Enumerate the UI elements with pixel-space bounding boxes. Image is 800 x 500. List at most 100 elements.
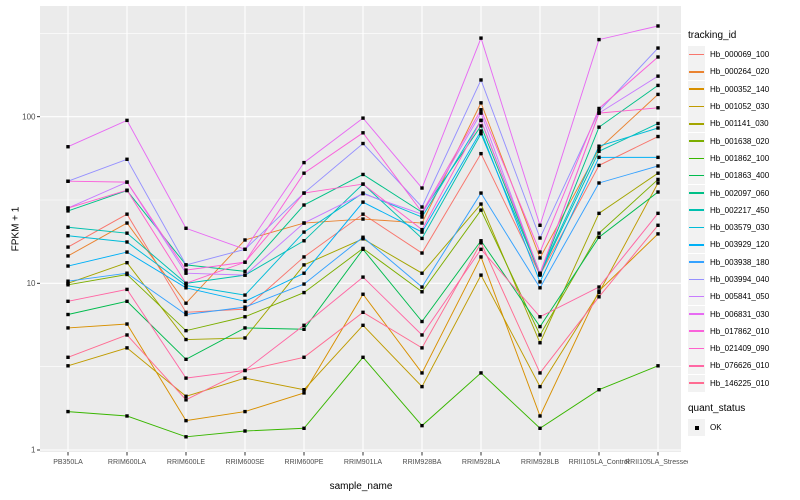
data-point: [656, 164, 660, 168]
legend-item: Hb_146225_010: [688, 374, 798, 392]
data-point: [125, 180, 129, 184]
legend-label: Hb_001052_030: [710, 102, 770, 112]
data-point: [479, 202, 483, 206]
black-square-point-icon: [694, 425, 699, 430]
x-tick-label: RRIM600PE: [285, 459, 324, 466]
data-point: [479, 273, 483, 277]
legend-line-swatch: [689, 382, 704, 384]
legend-line-swatch: [689, 244, 704, 246]
legend-label: OK: [710, 423, 722, 433]
data-point: [597, 37, 601, 42]
x-tick-label: RRIM600SE: [226, 459, 265, 466]
data-point: [538, 333, 542, 337]
data-point: [184, 418, 188, 423]
data-point: [302, 203, 306, 207]
data-point: [66, 409, 70, 414]
data-point: [420, 210, 424, 214]
legend-key-line-icon: [688, 322, 705, 340]
legend-line-swatch: [689, 209, 704, 211]
legend-key-line-icon: [688, 219, 705, 237]
data-point: [66, 264, 70, 268]
data-point: [184, 286, 188, 290]
legend-label: Hb_000352_140: [710, 84, 770, 94]
data-point: [597, 290, 601, 295]
legend-key-point-icon: [688, 419, 705, 437]
legend-key-line-icon: [688, 167, 705, 185]
data-point: [302, 255, 306, 259]
x-tick-label: PB350LA: [53, 459, 83, 466]
legend-line-swatch: [689, 261, 704, 263]
data-point: [125, 231, 129, 235]
legend-label: Hb_001863_400: [710, 171, 770, 181]
data-point: [184, 328, 188, 333]
data-point: [479, 78, 483, 82]
data-point: [656, 181, 660, 185]
data-point: [420, 346, 424, 350]
data-point: [597, 231, 601, 235]
legend-item: Hb_017862_010: [688, 322, 798, 340]
data-point: [302, 355, 306, 359]
legend-line-swatch: [689, 122, 704, 125]
data-point: [420, 221, 424, 225]
legend-line-swatch: [689, 278, 704, 281]
legend-item: Hb_001638_020: [688, 132, 798, 150]
data-point: [361, 292, 365, 296]
data-point: [656, 171, 660, 175]
data-point: [656, 46, 660, 50]
data-point: [656, 106, 660, 110]
x-tick-label: RRIM600LA: [108, 459, 146, 466]
legend-key-line-icon: [688, 305, 705, 323]
data-point: [66, 254, 70, 258]
legend-item: Hb_000264_020: [688, 63, 798, 81]
data-point: [243, 376, 247, 380]
legend-item: Hb_003579_030: [688, 219, 798, 237]
legend-line-swatch: [689, 192, 704, 194]
data-point: [243, 305, 247, 309]
data-point: [125, 240, 129, 244]
legend-label: Hb_003579_030: [710, 223, 770, 233]
legend2-items: OK: [688, 419, 798, 437]
legend-key-line-icon: [688, 201, 705, 219]
data-point: [597, 181, 601, 185]
data-point: [538, 371, 542, 375]
data-point: [420, 384, 424, 389]
legend-label: Hb_003938_180: [710, 257, 770, 267]
data-point: [656, 55, 660, 59]
legend-item: Hb_001141_030: [688, 115, 798, 133]
data-point: [184, 281, 188, 286]
legend-key-line-icon: [688, 115, 705, 133]
data-point: [184, 357, 188, 362]
data-point: [125, 188, 129, 192]
data-point: [420, 236, 424, 241]
data-point: [656, 74, 660, 78]
legend-item: Hb_005841_050: [688, 288, 798, 306]
legend-key-line-icon: [688, 63, 705, 81]
data-point: [66, 179, 70, 183]
data-point: [597, 109, 601, 113]
legend-item: Hb_003938_180: [688, 253, 798, 271]
data-point: [361, 116, 365, 120]
data-point: [66, 364, 70, 368]
legend-key-line-icon: [688, 288, 705, 306]
data-point: [302, 323, 306, 327]
legend-label: Hb_002217_450: [710, 205, 770, 215]
data-point: [302, 230, 306, 234]
data-point: [656, 92, 660, 97]
legend-key-line-icon: [688, 80, 705, 98]
legend-line-swatch: [689, 313, 704, 315]
data-point: [538, 271, 542, 275]
data-point: [184, 398, 188, 402]
data-point: [538, 286, 542, 290]
data-point: [597, 388, 601, 392]
legend-item: Hb_003994_040: [688, 271, 798, 288]
legend-item: Hb_000069_100: [688, 46, 798, 64]
legend-title-tracking-id: tracking_id: [688, 30, 737, 41]
data-point: [479, 129, 483, 133]
data-point: [243, 409, 247, 414]
data-point: [479, 208, 483, 212]
data-point: [66, 245, 70, 249]
data-point: [125, 271, 129, 275]
data-point: [125, 333, 129, 337]
data-point: [361, 323, 365, 327]
data-point: [597, 235, 601, 239]
